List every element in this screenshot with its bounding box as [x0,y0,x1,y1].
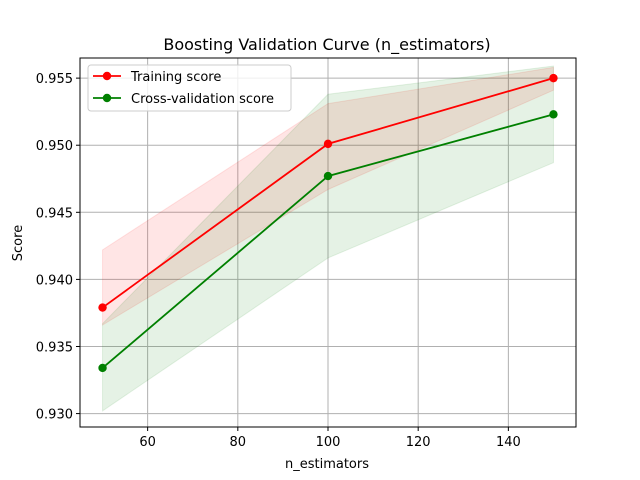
confidence-band-training [102,66,554,326]
y-tick-label: 0.955 [36,72,73,87]
chart-title: Boosting Validation Curve (n_estimators) [163,35,490,55]
confidence-band-cross-validation [102,65,554,412]
data-point-cross-validation [549,110,558,119]
y-tick-label: 0.945 [36,206,73,221]
axis-ticks: 60 80 100 120 140 0.930 0.935 0.940 0.945 0.950 0.… [36,72,521,450]
confidence-bands [102,65,554,412]
legend-label-cross-validation: Cross-validation score [131,92,274,107]
y-tick-label: 0.940 [36,273,73,288]
legend-marker-training [102,71,112,81]
x-tick-label: 60 [139,435,156,450]
legend-marker-cross-validation [102,93,112,103]
data-point-cross-validation [98,363,107,373]
series-points [98,73,558,373]
x-tick-label: 120 [406,435,431,450]
data-point-training [549,73,558,83]
y-axis-label: Score [11,225,26,261]
data-point-training [98,303,107,312]
y-tick-label: 0.950 [36,139,73,154]
y-tick-label: 0.930 [36,408,73,423]
data-point-cross-validation [323,171,333,181]
x-tick-label: 100 [316,435,341,450]
legend: Training score Cross-validation score [87,64,292,112]
legend-box [87,64,292,112]
x-tick-label: 140 [496,435,521,450]
legend-label-training: Training score [130,70,221,85]
x-tick-label: 80 [230,435,247,450]
data-point-training [323,139,333,149]
x-axis-label: n_estimators [285,457,369,472]
y-tick-label: 0.935 [36,340,73,355]
